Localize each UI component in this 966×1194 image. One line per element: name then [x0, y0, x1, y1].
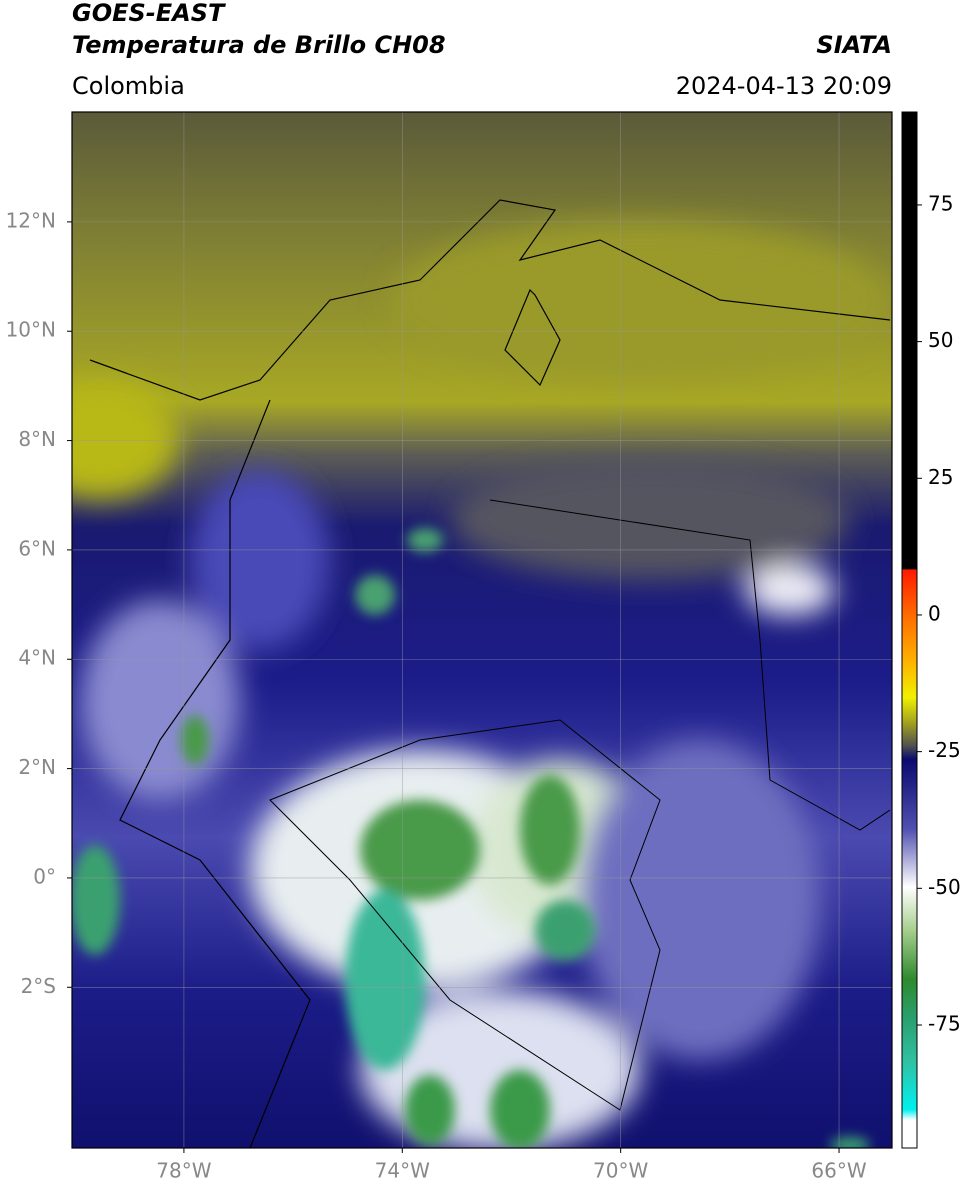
- colorbar-tick-label: 0: [928, 601, 941, 625]
- title: GOES-EAST: [72, 0, 226, 27]
- colorbar-tick-label: 50: [928, 328, 953, 352]
- lat-tick-label: 0°: [33, 864, 56, 888]
- lon-tick-label: 78°W: [156, 1159, 211, 1183]
- colorbar-tick-label: 75: [928, 191, 953, 215]
- lon-tick-label: 66°W: [811, 1159, 866, 1183]
- region: Colombia: [72, 72, 185, 100]
- satellite-image: [72, 112, 892, 1148]
- lon-tick-label: 70°W: [593, 1159, 648, 1183]
- colorbar-tick-label: -50: [928, 875, 961, 899]
- source: SIATA: [816, 31, 892, 59]
- lat-tick-label: 10°N: [6, 318, 56, 342]
- lat-tick-label: 6°N: [18, 536, 56, 560]
- lat-tick-label: 8°N: [18, 427, 56, 451]
- lat-tick-label: 12°N: [6, 208, 56, 232]
- datetime: 2024-04-13 20:09: [676, 72, 892, 100]
- map-frame: [71, 111, 893, 1149]
- colorbar-tick-label: -25: [928, 738, 961, 762]
- colorbar: [901, 111, 918, 1149]
- lon-tick-label: 74°W: [375, 1159, 430, 1183]
- colorbar-tick-label: 25: [928, 465, 953, 489]
- lat-tick-label: 4°N: [18, 646, 56, 670]
- colorbar-tick-label: -75: [928, 1011, 961, 1035]
- lat-tick-label: 2°N: [18, 755, 56, 779]
- subtitle: Temperatura de Brillo CH08: [72, 31, 446, 59]
- lat-tick-label: 2°S: [21, 974, 56, 998]
